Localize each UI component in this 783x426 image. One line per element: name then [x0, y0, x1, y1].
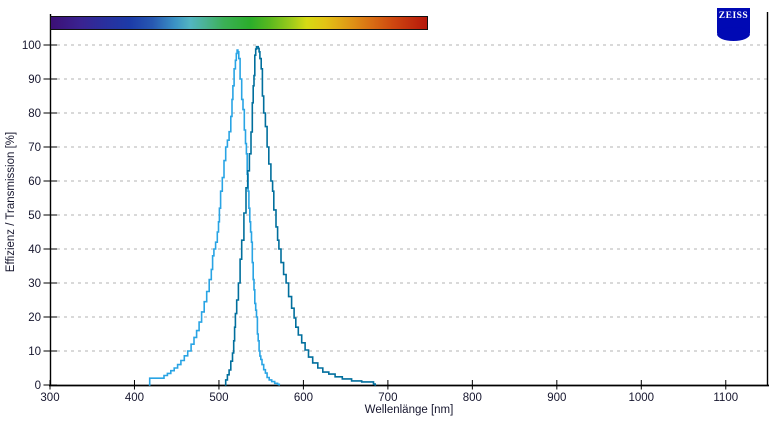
y-tick-label-40: 40 — [28, 244, 41, 256]
visible-spectrum-colorbar — [50, 16, 428, 30]
x-tick-label-1000: 1000 — [628, 392, 654, 404]
y-tick-label-30: 30 — [28, 278, 41, 290]
x-tick-label-900: 900 — [547, 392, 566, 404]
x-axis-title: Wellenlänge [nm] — [364, 404, 454, 416]
excitation-spectrum-curve — [148, 49, 281, 386]
x-tick-label-300: 300 — [40, 392, 59, 404]
zeiss-logo: ZEISS — [717, 8, 750, 41]
y-tick-label-0: 0 — [35, 380, 41, 392]
emission-spectrum-curve — [224, 45, 377, 386]
y-tick-label-10: 10 — [28, 346, 41, 358]
y-tick-label-50: 50 — [28, 210, 41, 222]
x-tick-label-700: 700 — [378, 392, 397, 404]
x-tick-label-400: 400 — [125, 392, 144, 404]
y-tick-label-60: 60 — [28, 176, 41, 188]
y-tick-label-20: 20 — [28, 312, 41, 324]
y-tick-label-80: 80 — [28, 108, 41, 120]
x-tick-label-500: 500 — [209, 392, 228, 404]
x-tick-label-800: 800 — [463, 392, 482, 404]
x-tick-label-600: 600 — [294, 392, 313, 404]
y-axis-title: Effizienz / Transmission [%] — [5, 131, 17, 273]
zeiss-logo-text: ZEISS — [718, 11, 749, 21]
y-tick-label-70: 70 — [28, 142, 41, 154]
y-tick-label-100: 100 — [22, 40, 41, 52]
x-tick-label-1100: 1100 — [713, 392, 738, 404]
zeiss-logo-lens-curve — [717, 27, 750, 41]
y-tick-label-90: 90 — [28, 74, 41, 86]
